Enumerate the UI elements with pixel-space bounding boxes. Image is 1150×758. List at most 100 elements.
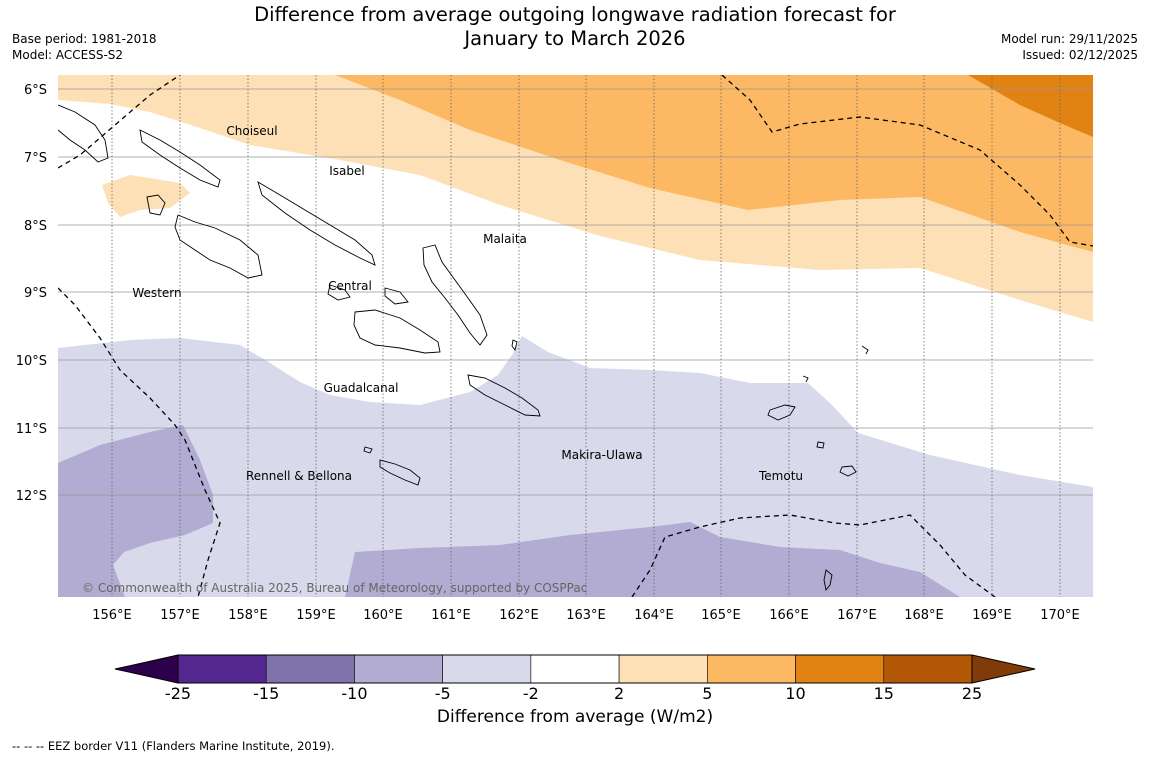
lon-label: 161°E xyxy=(431,608,471,623)
lat-label: 11°S xyxy=(16,422,47,437)
eez-border-northwest xyxy=(58,75,181,169)
map-area: Choiseul Isabel Malaita Western Central … xyxy=(58,75,1093,597)
lon-label: 158°E xyxy=(228,608,268,623)
colorbar-frame xyxy=(177,654,973,684)
lat-label: 12°S xyxy=(16,489,47,504)
issued-date: Issued: 02/12/2025 xyxy=(1022,48,1138,62)
eez-legend-note: -- -- -- EEZ border V11 (Flanders Marine… xyxy=(12,739,335,753)
bellona-island xyxy=(363,446,373,454)
colorbar-tick-label: -2 xyxy=(523,684,539,703)
colorbar-tick-label: -10 xyxy=(341,684,367,703)
colorbar-segment xyxy=(618,654,708,684)
lon-label: 170°E xyxy=(1040,608,1080,623)
colorbar-tick-label: 15 xyxy=(874,684,894,703)
new-georgia-island xyxy=(174,214,263,279)
longitude-labels: 156°E 157°E 158°E 159°E 160°E 161°E 162°… xyxy=(92,608,1080,623)
map-title: Difference from average outgoing longwav… xyxy=(254,3,896,50)
base-period: Base period: 1981-2018 xyxy=(12,32,157,46)
isabel-island xyxy=(257,181,376,266)
duff-islands xyxy=(802,375,809,383)
meta-right: Model run: 29/11/2025 Issued: 02/12/2025 xyxy=(1001,31,1138,63)
makira-island xyxy=(467,374,541,417)
vella-lavella-island xyxy=(146,194,166,216)
eez-border-southeast xyxy=(631,514,996,597)
colorbar-tick-label: -15 xyxy=(253,684,279,703)
eez-borders xyxy=(58,75,1093,597)
place-label-guadalcanal: Guadalcanal xyxy=(324,381,399,395)
colorbar-tick-label: -25 xyxy=(165,684,191,703)
eez-border-northeast xyxy=(721,75,1093,247)
place-label-choiseul: Choiseul xyxy=(226,124,277,138)
colorbar-over-arrow xyxy=(971,654,1036,684)
colorbar-segment xyxy=(795,654,885,684)
model-run: Model run: 29/11/2025 xyxy=(1000,32,1138,46)
lat-label: 10°S xyxy=(16,354,47,369)
lon-label: 163°E xyxy=(566,608,606,623)
place-label-rennell-bellona: Rennell & Bellona xyxy=(246,469,352,483)
band-minus-5-to-minus-10-south xyxy=(345,522,960,597)
lon-label: 167°E xyxy=(837,608,877,623)
place-label-central: Central xyxy=(328,279,372,293)
colorbar-tick-label: -5 xyxy=(435,684,451,703)
santa-cruz-island xyxy=(767,404,796,421)
lon-label: 166°E xyxy=(769,608,809,623)
lat-label: 9°S xyxy=(24,286,47,301)
copyright-notice: © Commonwealth of Australia 2025, Bureau… xyxy=(82,581,587,595)
guadalcanal-island xyxy=(353,309,441,354)
place-label-western: Western xyxy=(132,286,181,300)
colorbar-segment xyxy=(530,654,620,684)
colorbar-tick-label: 10 xyxy=(785,684,805,703)
place-label-isabel: Isabel xyxy=(329,164,364,178)
florida-island xyxy=(327,284,351,301)
colorbar: -25 -15 -10 -5 -2 2 5 10 15 25 xyxy=(114,654,1036,703)
colorbar-tick-label: 25 xyxy=(962,684,982,703)
latitude-labels: 6°S 7°S 8°S 9°S 10°S 11°S 12°S xyxy=(16,83,47,504)
russell-island xyxy=(384,287,409,305)
band-5-to-10 xyxy=(335,75,1093,252)
colorbar-under-arrow xyxy=(114,654,179,684)
lon-label: 165°E xyxy=(701,608,741,623)
band-minus-5-to-minus-10-west xyxy=(58,425,213,597)
colorbar-segment xyxy=(265,654,355,684)
place-label-temotu: Temotu xyxy=(758,469,803,483)
vanikoro-island xyxy=(839,465,857,477)
lat-label: 7°S xyxy=(24,151,47,166)
utupua-island xyxy=(816,441,825,449)
band-minus-2-to-minus-5 xyxy=(58,336,1093,597)
lat-label: 6°S xyxy=(24,83,47,98)
ontong-java xyxy=(511,339,518,352)
lon-label: 164°E xyxy=(634,608,674,623)
place-label-makira-ulawa: Makira-Ulawa xyxy=(561,448,642,462)
colorbar-segment xyxy=(883,654,973,684)
lon-label: 160°E xyxy=(363,608,403,623)
lat-label: 8°S xyxy=(24,219,47,234)
bougainville-island xyxy=(58,104,109,163)
latitude-gridlines xyxy=(58,88,1093,496)
colorbar-tick-label: 5 xyxy=(702,684,712,703)
colorbar-segment xyxy=(707,654,796,684)
place-label-malaita: Malaita xyxy=(483,232,527,246)
meta-left: Base period: 1981-2018 Model: ACCESS-S2 xyxy=(12,31,157,63)
lon-label: 156°E xyxy=(92,608,132,623)
rennell-island xyxy=(379,459,421,486)
lon-label: 159°E xyxy=(296,608,336,623)
lon-label: 162°E xyxy=(499,608,539,623)
coastlines xyxy=(58,104,869,592)
colorbar-segment xyxy=(354,654,443,684)
malaita-island xyxy=(422,244,488,346)
colorbar-tick-label: 2 xyxy=(614,684,624,703)
colorbar-segment xyxy=(442,654,532,684)
lon-label: 169°E xyxy=(972,608,1012,623)
band-2-to-5-west-patch xyxy=(102,175,190,217)
band-10-to-15 xyxy=(968,75,1093,137)
eez-border-west xyxy=(58,287,221,597)
choiseul-island xyxy=(139,129,221,188)
longitude-gridlines xyxy=(111,75,1061,597)
lon-label: 168°E xyxy=(904,608,944,623)
reef-islands xyxy=(861,345,869,355)
colorbar-label: Difference from average (W/m2) xyxy=(436,707,714,727)
tikopia-island xyxy=(823,569,833,592)
colorbar-segment xyxy=(177,654,267,684)
lon-label: 157°E xyxy=(160,608,200,623)
